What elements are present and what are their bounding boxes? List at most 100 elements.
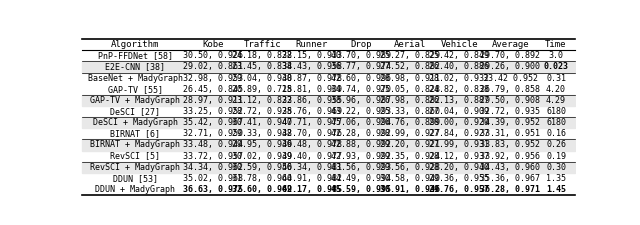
Text: Kobe: Kobe — [202, 40, 224, 49]
Text: BIRNAT [6]: BIRNAT [6] — [111, 129, 161, 138]
Text: 29.95, 0.946: 29.95, 0.946 — [232, 140, 292, 149]
Text: 34.43, 0.960: 34.43, 0.960 — [481, 163, 541, 172]
Text: 25.33, 0.860: 25.33, 0.860 — [380, 107, 440, 116]
Text: 26.79, 0.858: 26.79, 0.858 — [481, 85, 541, 94]
Text: 38.70, 0.976: 38.70, 0.976 — [282, 129, 342, 138]
Text: 0.31: 0.31 — [546, 74, 566, 83]
Text: 26.40, 0.886: 26.40, 0.886 — [429, 63, 489, 72]
Text: 29.02, 0.861: 29.02, 0.861 — [183, 63, 243, 72]
Text: 29.76, 0.957: 29.76, 0.957 — [429, 185, 489, 194]
Text: 1.35: 1.35 — [546, 174, 566, 183]
Bar — [83, 95, 575, 106]
Text: Algorithm: Algorithm — [111, 40, 159, 49]
Text: 32.86, 0.955: 32.86, 0.955 — [282, 96, 342, 105]
Text: 39.40, 0.977: 39.40, 0.977 — [282, 152, 342, 161]
Text: Average: Average — [492, 40, 529, 49]
Text: RevSCI [5]: RevSCI [5] — [111, 152, 161, 161]
Text: 6180: 6180 — [546, 107, 566, 116]
Text: 0.16: 0.16 — [546, 129, 566, 138]
Text: DDUN [53]: DDUN [53] — [113, 174, 158, 183]
Text: 33.42 0.952: 33.42 0.952 — [483, 74, 538, 83]
Text: 43.56, 0.993: 43.56, 0.993 — [331, 163, 391, 172]
Text: 38.87, 0.978: 38.87, 0.978 — [282, 74, 342, 83]
Text: 42.28, 0.992: 42.28, 0.992 — [331, 129, 391, 138]
Text: 25.05, 0.828: 25.05, 0.828 — [380, 85, 440, 94]
Text: 27.99, 0.931: 27.99, 0.931 — [429, 140, 489, 149]
Text: 34.43, 0.958: 34.43, 0.958 — [282, 63, 342, 72]
Text: 30.41, 0.947: 30.41, 0.947 — [232, 118, 292, 127]
Text: 33.92, 0.956: 33.92, 0.956 — [481, 152, 541, 161]
Text: 38.96, 0.987: 38.96, 0.987 — [331, 96, 391, 105]
Text: DeSCI [27]: DeSCI [27] — [111, 107, 161, 116]
Text: 29.20, 0.921: 29.20, 0.921 — [380, 140, 440, 149]
Text: 4.20: 4.20 — [546, 85, 566, 94]
Text: 27.84, 0.927: 27.84, 0.927 — [429, 129, 489, 138]
Text: 25.27, 0.829: 25.27, 0.829 — [380, 51, 440, 60]
Text: 28.99, 0.927: 28.99, 0.927 — [380, 129, 440, 138]
Text: 43.22, 0.993: 43.22, 0.993 — [331, 107, 391, 116]
Text: 28.12, 0.937: 28.12, 0.937 — [429, 152, 489, 161]
Text: 34.74, 0.970: 34.74, 0.970 — [331, 85, 391, 94]
Text: 36.77, 0.974: 36.77, 0.974 — [331, 63, 391, 72]
Text: 28.20, 0.940: 28.20, 0.940 — [429, 163, 489, 172]
Text: 24.82, 0.838: 24.82, 0.838 — [429, 85, 489, 94]
Text: 29.50, 0.908: 29.50, 0.908 — [481, 96, 541, 105]
Bar — [83, 162, 575, 173]
Text: 0.30: 0.30 — [546, 163, 566, 172]
Text: 29.33, 0.942: 29.33, 0.942 — [232, 129, 292, 138]
Text: 3.0: 3.0 — [548, 51, 564, 60]
Text: 33.83, 0.952: 33.83, 0.952 — [481, 140, 541, 149]
Text: 40.71, 0.977: 40.71, 0.977 — [282, 118, 342, 127]
Text: 30.02, 0.949: 30.02, 0.949 — [232, 152, 292, 161]
Bar — [83, 61, 575, 72]
Text: 23.12, 0.823: 23.12, 0.823 — [232, 96, 292, 105]
Text: Traffic: Traffic — [243, 40, 281, 49]
Text: Runner: Runner — [296, 40, 328, 49]
Text: 30.59, 0.956: 30.59, 0.956 — [232, 163, 292, 172]
Text: 32.60, 0.969: 32.60, 0.969 — [232, 185, 292, 194]
Text: 45.06, 0.994: 45.06, 0.994 — [331, 118, 391, 127]
Text: 26.13, 0.887: 26.13, 0.887 — [429, 96, 489, 105]
Text: 0.19: 0.19 — [546, 152, 566, 161]
Text: 33.48, 0.944: 33.48, 0.944 — [183, 140, 243, 149]
Text: 28.98, 0.911: 28.98, 0.911 — [380, 74, 440, 83]
Text: 33.72, 0.957: 33.72, 0.957 — [183, 152, 243, 161]
Text: 29.04, 0.940: 29.04, 0.940 — [232, 74, 292, 83]
Text: PnP-FFDNet [58]: PnP-FFDNet [58] — [98, 51, 173, 60]
Text: 30.91, 0.946: 30.91, 0.946 — [380, 185, 440, 194]
Text: 26.45, 0.845: 26.45, 0.845 — [183, 85, 243, 94]
Text: 40.34, 0.981: 40.34, 0.981 — [282, 163, 342, 172]
Text: BaseNet + MadyGraph: BaseNet + MadyGraph — [88, 74, 183, 83]
Text: 34.39, 0.952: 34.39, 0.952 — [481, 118, 541, 127]
Text: 28.81, 0.909: 28.81, 0.909 — [282, 85, 342, 94]
Text: 32.15, 0.933: 32.15, 0.933 — [282, 51, 342, 60]
Text: 34.34, 0.962: 34.34, 0.962 — [183, 163, 243, 172]
Text: 35.36, 0.967: 35.36, 0.967 — [481, 174, 541, 183]
Text: 29.56, 0.928: 29.56, 0.928 — [380, 163, 440, 172]
Text: GAP-TV [55]: GAP-TV [55] — [108, 85, 163, 94]
Text: Time: Time — [545, 40, 567, 49]
Text: 45.59, 0.995: 45.59, 0.995 — [331, 185, 391, 194]
Text: 36.28, 0.971: 36.28, 0.971 — [481, 185, 541, 194]
Text: 6180: 6180 — [546, 118, 566, 127]
Text: 4.29: 4.29 — [546, 96, 566, 105]
Text: 26.98, 0.882: 26.98, 0.882 — [380, 96, 440, 105]
Text: Drop: Drop — [350, 40, 371, 49]
Text: E2E-CNN [38]: E2E-CNN [38] — [106, 63, 165, 72]
Text: BIRNAT + MadyGraph: BIRNAT + MadyGraph — [90, 140, 180, 149]
Text: Aerial: Aerial — [394, 40, 426, 49]
Text: 44.49, 0.994: 44.49, 0.994 — [331, 174, 391, 183]
Text: 29.26, 0.900: 29.26, 0.900 — [481, 63, 541, 72]
Text: 27.52, 0.882: 27.52, 0.882 — [380, 63, 440, 72]
Text: 42.93, 0.992: 42.93, 0.992 — [331, 152, 391, 161]
Text: 31.78, 0.964: 31.78, 0.964 — [232, 174, 292, 183]
Text: 30.50, 0.926: 30.50, 0.926 — [183, 51, 243, 60]
Text: 29.70, 0.892: 29.70, 0.892 — [481, 51, 541, 60]
Text: DDUN + MadyGraph: DDUN + MadyGraph — [95, 185, 175, 194]
Text: 40.70, 0.989: 40.70, 0.989 — [331, 51, 391, 60]
Text: 28.00, 0.929: 28.00, 0.929 — [429, 118, 489, 127]
Text: 42.17, 0.985: 42.17, 0.985 — [282, 185, 342, 194]
Text: Vehicle: Vehicle — [440, 40, 478, 49]
Bar — [83, 139, 575, 151]
Text: RevSCI + MadyGraph: RevSCI + MadyGraph — [90, 163, 180, 172]
